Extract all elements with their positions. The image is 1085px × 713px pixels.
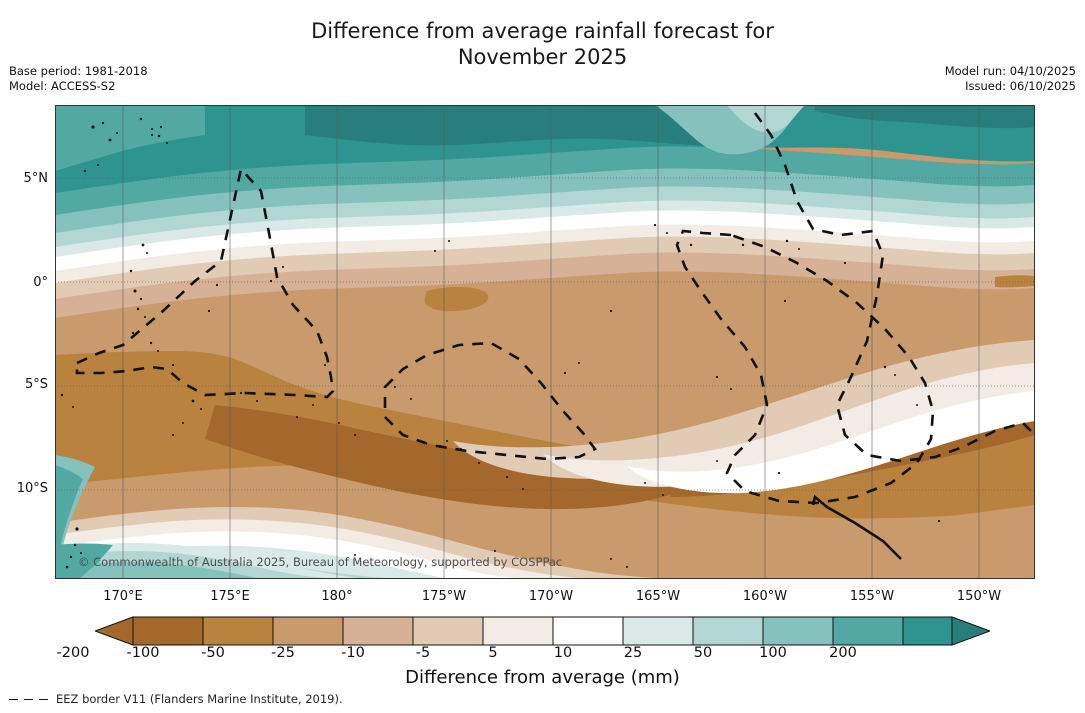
lat-tick-5s: 5°S <box>24 377 48 392</box>
base-period-text: Base period: 1981-2018 <box>9 64 148 78</box>
model-metadata-right: Model run: 04/10/2025 Issued: 06/10/2025 <box>945 64 1076 94</box>
cbar-tick--200: -200 <box>56 645 90 661</box>
colorbar-extend-high <box>951 616 990 646</box>
cbar-tick-10: 10 <box>553 645 573 661</box>
model-metadata-left: Base period: 1981-2018 Model: ACCESS-S2 <box>9 64 148 94</box>
issued-date-text: Issued: 06/10/2025 <box>965 79 1076 93</box>
forecast-map: © Commonwealth of Australia 2025, Bureau… <box>55 105 1035 579</box>
map-contour-plot <box>55 105 1035 579</box>
colorbar <box>95 615 990 647</box>
eez-dash-2-icon <box>24 698 33 700</box>
cbar-tick--5: -5 <box>415 645 431 661</box>
cbar-tick-100: 100 <box>759 645 787 661</box>
cbar-tick-200: 200 <box>829 645 857 661</box>
map-frame <box>55 105 1035 579</box>
lon-tick-175e: 175°E <box>210 589 250 604</box>
lat-tick-5n: 5°N <box>23 171 49 186</box>
eez-dash-3-icon <box>39 698 48 700</box>
cbar-tick--25: -25 <box>271 645 295 661</box>
lon-tick-155w: 155°W <box>849 589 895 604</box>
contour-bands <box>55 105 1035 579</box>
lon-tick-165w: 165°W <box>635 589 681 604</box>
eez-dash-1-icon <box>9 698 18 700</box>
map-copyright-text: © Commonwealth of Australia 2025, Bureau… <box>78 555 563 569</box>
lon-tick-175w: 175°W <box>421 589 467 604</box>
cbar-tick--10: -10 <box>341 645 365 661</box>
island-outlines <box>60 117 941 569</box>
colorbar-swatches <box>95 616 990 646</box>
lon-tick-150w: 150°W <box>956 589 1002 604</box>
cbar-tick-25: 25 <box>623 645 643 661</box>
lat-tick-0: 0° <box>33 275 48 290</box>
map-gridlines <box>122 105 980 579</box>
eez-legend-text: EEZ border V11 (Flanders Marine Institut… <box>56 692 343 706</box>
cbar-tick-5: 5 <box>488 645 498 661</box>
model-name-text: Model: ACCESS-S2 <box>9 79 116 93</box>
lat-tick-10s: 10°S <box>16 481 48 496</box>
cbar-tick--100: -100 <box>126 645 160 661</box>
eez-legend: EEZ border V11 (Flanders Marine Institut… <box>9 692 343 706</box>
model-run-text: Model run: 04/10/2025 <box>944 64 1076 78</box>
lon-tick-160w: 160°W <box>742 589 788 604</box>
colorbar-cells <box>132 616 953 646</box>
colorbar-axis-label: Difference from average (mm) <box>405 667 680 688</box>
lon-tick-180: 180° <box>321 589 353 604</box>
eez-border-lines <box>75 112 1035 505</box>
lon-tick-170w: 170°W <box>528 589 574 604</box>
lon-tick-170e: 170°E <box>103 589 143 604</box>
colorbar-extend-low <box>95 616 134 646</box>
cbar-tick--50: -50 <box>201 645 225 661</box>
eez-border-solid-segment <box>811 494 902 560</box>
page-title: Difference from average rainfall forecas… <box>311 19 774 69</box>
cbar-tick-50: 50 <box>693 645 713 661</box>
